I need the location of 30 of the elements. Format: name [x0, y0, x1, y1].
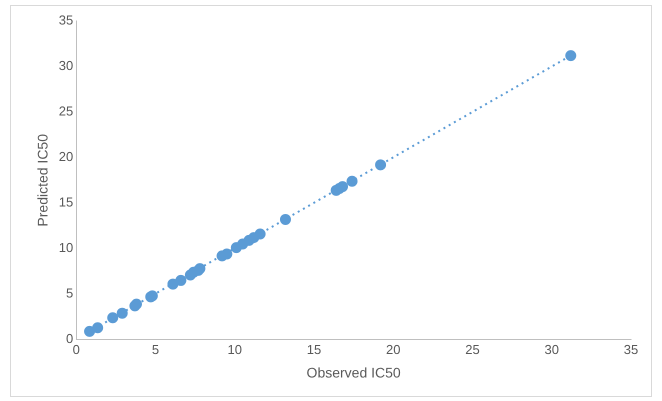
y-tick-label: 15 [58, 194, 74, 210]
y-tick-label: 0 [66, 331, 74, 346]
x-tick-label: 5 [152, 342, 160, 357]
y-tick-label: 5 [66, 286, 74, 301]
point [375, 159, 386, 170]
y-tick-label: 25 [58, 104, 74, 119]
point [175, 274, 186, 286]
y-tick-label: 30 [58, 58, 74, 74]
point [116, 308, 128, 319]
x-tick-label: 10 [228, 342, 242, 357]
point [167, 278, 178, 290]
point [221, 248, 232, 260]
point [280, 214, 291, 225]
point [107, 312, 118, 324]
x-axis-title: Observed IC50 [306, 364, 401, 380]
point [337, 181, 348, 192]
x-tick-label: 20 [386, 342, 400, 357]
x-tick-label: 25 [465, 342, 480, 357]
y-axis-title: Predicted IC50 [34, 134, 50, 227]
y-tick-label: 10 [58, 240, 74, 256]
x-tick-label: 30 [544, 342, 559, 357]
x-tick-label: 35 [624, 342, 638, 357]
y-tick-label: 35 [58, 12, 74, 28]
point [92, 322, 104, 334]
point [565, 50, 576, 62]
x-tick-label: 15 [306, 342, 322, 357]
point [254, 228, 266, 240]
y-tick-label: 20 [58, 149, 74, 164]
point [346, 176, 358, 187]
point [84, 326, 96, 337]
